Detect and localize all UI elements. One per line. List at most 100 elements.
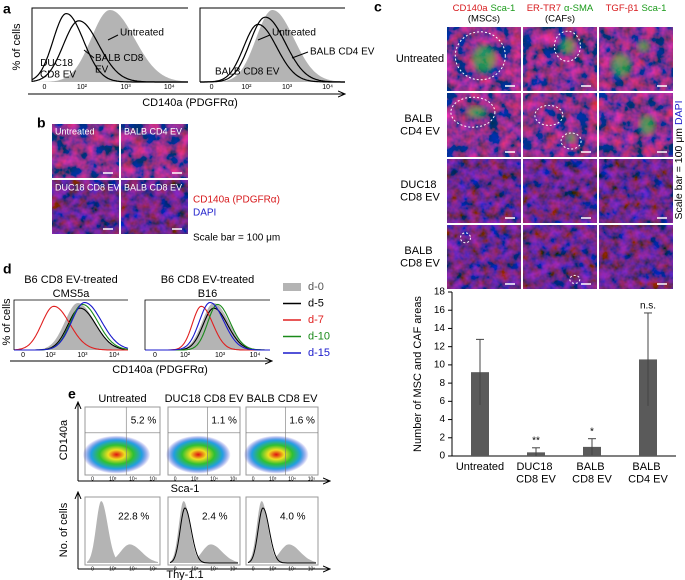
y-tick-label: 4 — [439, 414, 445, 425]
x-tick-label: 10⁵ — [230, 476, 238, 482]
plot-frame — [144, 299, 270, 350]
green-signal — [639, 115, 656, 135]
stain-name: CD140a — [453, 3, 489, 14]
y-tick-label: 18 — [434, 287, 446, 298]
row-label: DUC18 CD8 EV — [400, 179, 440, 204]
legend-swatch — [283, 283, 301, 291]
micrograph — [599, 225, 673, 289]
region-outline — [454, 31, 506, 81]
micrograph — [121, 124, 188, 178]
green-signal — [566, 132, 577, 143]
x-axis-label: Sca-1 — [171, 483, 200, 495]
x-axis-label: CD140a (PDGFRα) — [142, 97, 238, 109]
x-tick-label: 10² — [45, 352, 56, 359]
x-tick-label: 10³ — [215, 352, 226, 359]
region-outline — [560, 132, 582, 150]
x-tick-label: 0 — [252, 476, 255, 482]
x-tick-label: BALB CD8 EV — [572, 461, 612, 486]
column-note: (MSCs) — [468, 14, 500, 25]
y-axis-label: % of cells — [11, 23, 23, 71]
text-line: CD8 EV — [400, 258, 440, 270]
x-tick-label: 10³ — [121, 84, 132, 91]
leader-line — [107, 34, 119, 41]
histogram-filled — [200, 10, 345, 82]
x-axis-label: CD140a (PDGFRα) — [112, 364, 208, 376]
micrograph — [447, 225, 521, 289]
x-tick-label: 10³ — [191, 476, 199, 482]
region-outline — [460, 232, 471, 244]
x-tick-label: 10⁵ — [308, 476, 316, 482]
gate-percent: 22.8 % — [118, 512, 149, 523]
y-tick-label: 6 — [439, 396, 445, 407]
x-tick-label: 10³ — [269, 476, 277, 482]
panel-label: e — [68, 386, 76, 402]
significance: n.s. — [640, 301, 656, 312]
curve-label: DUC18 CD8 EV — [40, 58, 76, 81]
y-axis-label: % of cells — [1, 298, 13, 346]
flow-density — [82, 435, 151, 474]
x-tick-label: BALB CD4 EV — [628, 461, 668, 486]
legend-label: d-10 — [308, 330, 330, 342]
flow-density — [243, 435, 309, 474]
row-label: BALB CD4 EV — [400, 113, 440, 138]
plot-frame — [13, 299, 128, 350]
micrograph — [599, 93, 673, 157]
text-line: BALB CD8 — [95, 53, 146, 64]
curve-label: BALB CD4 EV — [310, 47, 375, 58]
scale-note: Scale bar = 100 μm — [673, 128, 685, 220]
x-tick-label: 0 — [174, 476, 177, 482]
stain-name: ER-TR7 — [527, 3, 561, 14]
text-line: CD8 EV — [400, 192, 440, 204]
region-outline — [553, 30, 581, 62]
x-tick-label: 10³ — [282, 84, 293, 91]
y-tick-label: 8 — [439, 378, 445, 389]
x-tick-label: 0 — [210, 84, 214, 91]
y-tick-label: 10 — [434, 360, 446, 371]
legend-label: DAPI — [193, 208, 216, 219]
plot-frame — [199, 7, 345, 82]
legend-label: d-5 — [308, 297, 324, 309]
x-tick-label: 0 — [153, 352, 157, 359]
plot-frame — [31, 7, 188, 82]
histogram-curve — [145, 301, 270, 351]
text-line: CD4 EV — [400, 126, 440, 138]
text-line: CD8 EV — [40, 69, 76, 80]
y-tick-label: 16 — [434, 305, 446, 316]
flow-density — [165, 435, 231, 474]
x-axis-label: Thy-1.1 — [166, 569, 203, 580]
y-axis-label: No. of cells — [58, 502, 70, 557]
stain-name: Sca-1 — [491, 3, 516, 14]
x-tick-label: 0 — [91, 476, 94, 482]
micrograph — [523, 159, 597, 223]
x-tick-label: 10² — [241, 84, 252, 91]
green-signal — [611, 53, 632, 78]
leader-line — [257, 34, 271, 41]
image-label: DUC18 CD8 EV — [55, 182, 120, 192]
curve-label: BALB CD8 EV — [215, 67, 280, 78]
x-tick-label: 10⁴ — [210, 476, 218, 482]
text-line: BALB — [632, 461, 663, 473]
text-line: BALB — [576, 461, 607, 473]
counterstain: DAPI — [673, 100, 685, 125]
x-tick-label: 10⁴ — [129, 476, 137, 482]
gate-percent: 2.4 % — [202, 512, 228, 523]
y-tick-label: 2 — [439, 432, 445, 443]
x-tick-label: DUC18 CD8 EV — [516, 461, 556, 486]
column-header: CD140a Sca-1 — [453, 3, 516, 14]
histogram-filled — [32, 10, 188, 82]
gate-percent: 1.6 % — [289, 416, 315, 427]
image-label: Untreated — [55, 126, 95, 136]
histogram-curve — [14, 305, 128, 351]
histogram-curve — [247, 507, 316, 564]
histogram-filled — [145, 303, 270, 350]
histogram-curve — [200, 23, 345, 83]
green-signal — [559, 38, 576, 55]
text-line: CD8 EV — [572, 474, 612, 486]
legend-label: d-15 — [308, 347, 330, 359]
x-tick-label: 10⁵ — [149, 476, 157, 482]
panel-label: a — [3, 1, 11, 17]
x-tick-label: 10⁴ — [109, 352, 120, 359]
text-line: DUC18 — [516, 461, 555, 473]
histogram-curve — [200, 16, 345, 83]
histogram-curve — [31, 20, 188, 83]
